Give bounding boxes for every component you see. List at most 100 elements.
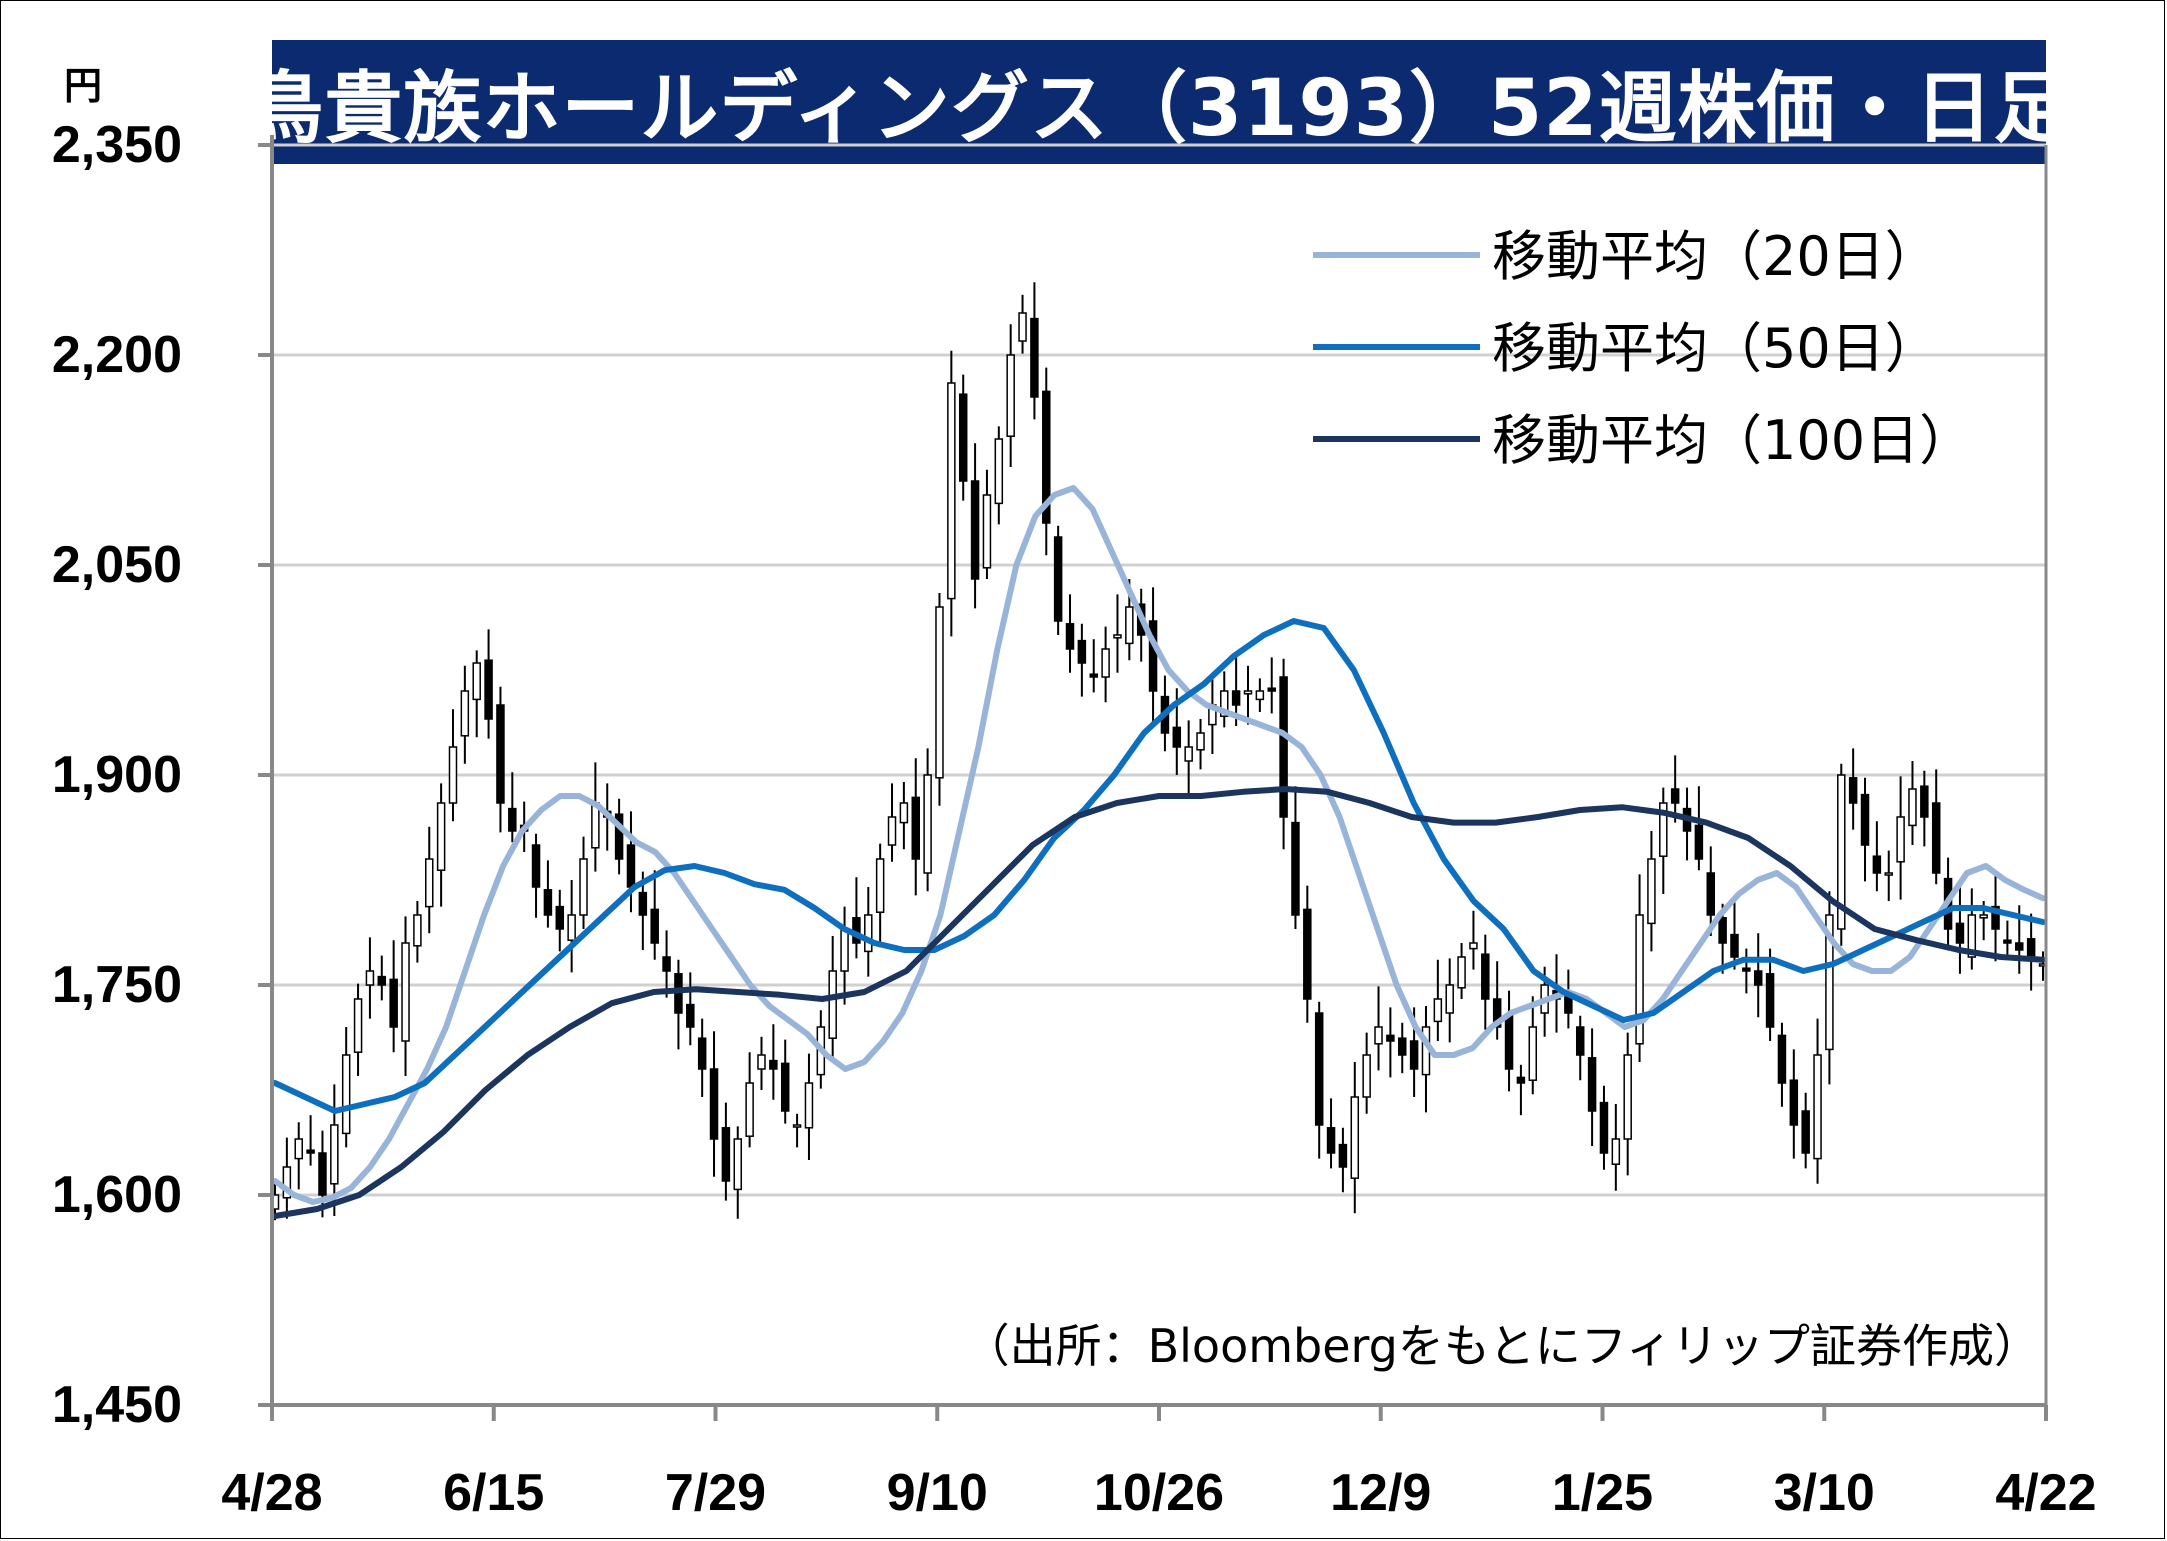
candle-body [804, 1082, 814, 1129]
candle-body [1848, 777, 1858, 804]
candle-body [1469, 942, 1478, 950]
candle-body [1492, 998, 1502, 1028]
y-tick-label: 1,900 [52, 746, 182, 804]
x-tick-label: 4/28 [221, 1464, 322, 1522]
candle-body [1386, 1034, 1395, 1042]
candle-body [1742, 967, 1751, 972]
candle-body [745, 1082, 754, 1137]
candle-body [792, 1124, 802, 1128]
candle-body [401, 942, 410, 1042]
ma-line-1 [272, 485, 2046, 1205]
candle-body [757, 1054, 766, 1070]
candle-body [1018, 312, 1027, 342]
candle-body [733, 1138, 743, 1191]
x-tick-label: 10/26 [1094, 1464, 1224, 1522]
x-tick-label: 9/10 [887, 1464, 988, 1522]
candle-body [413, 914, 422, 947]
candle-body [567, 914, 576, 941]
x-tick-label: 6/15 [443, 1464, 544, 1522]
candle-body [389, 978, 398, 1028]
candle-body [1635, 914, 1644, 1045]
candle-body [282, 1166, 292, 1199]
y-tick-label: 1,450 [52, 1376, 182, 1434]
candle-body [1670, 788, 1680, 804]
candle-body [436, 802, 446, 871]
candle-body [1433, 998, 1443, 1023]
candle-body [1825, 914, 1834, 1051]
candlesticks [270, 282, 2048, 1221]
candle-body [1445, 984, 1454, 1014]
ma-line-2 [272, 618, 2046, 1114]
candle-body [638, 891, 648, 916]
candle-body [947, 382, 956, 600]
candle-body [709, 1068, 719, 1140]
candle-body [2003, 939, 2012, 944]
candle-body [294, 1138, 303, 1160]
candle-body [1575, 1026, 1585, 1056]
candle-body [923, 774, 932, 874]
candle-body [1255, 690, 1265, 701]
candle-body [982, 494, 992, 569]
candle-body [1065, 623, 1075, 650]
x-tick-label: 4/22 [1995, 1464, 2096, 1522]
candle-body [1481, 953, 1490, 1000]
x-tick-label: 12/9 [1330, 1464, 1431, 1522]
candle-body [1326, 1127, 1336, 1154]
candle-body [1184, 746, 1193, 762]
candle-body [1730, 933, 1739, 958]
legend-label: 移動平均（20日） [1492, 225, 1939, 288]
candle-body [614, 813, 624, 860]
x-tick-labels: 4/28 6/15 7/29 9/10 10/26 12/9 1/25 3/10 4/22 [221, 1464, 2096, 1522]
candle-body [1279, 676, 1288, 818]
candle-body [330, 1124, 339, 1185]
candle-body [994, 438, 1004, 505]
candle-body [1089, 673, 1098, 678]
candle-body [591, 802, 600, 849]
y-tick-label: 2,350 [52, 116, 182, 174]
candle-body [1647, 858, 1656, 925]
candle-body [1220, 690, 1229, 717]
candle-body [1350, 1096, 1360, 1179]
candle-body [1101, 648, 1110, 678]
candle-body [1896, 816, 1905, 863]
candle-body [1113, 634, 1122, 639]
y-tick-labels: 2,350 2,200 2,050 1,900 1,750 1,600 1,450 [52, 116, 182, 1434]
x-tick-label: 3/10 [1774, 1464, 1875, 1522]
candle-body [1611, 1138, 1621, 1165]
chart-title: 鳥貴族ホールディングス（3193）52週株価・日足 [245, 64, 2073, 154]
candle-body [1148, 620, 1158, 692]
candle-body [1801, 1110, 1810, 1154]
x-tick-label: 1/25 [1552, 1464, 1653, 1522]
title-banner: 鳥貴族ホールディングス（3193）52週株価・日足 [245, 40, 2072, 164]
candle-body [341, 1054, 351, 1135]
source-note: （出所：Bloombergをもとにフィリップ証券作成） [964, 1319, 2040, 1373]
candle-body [1231, 690, 1241, 706]
axes [258, 135, 2048, 1421]
candle-body [1042, 390, 1051, 524]
candle-body [306, 1149, 315, 1154]
candle-body [425, 858, 434, 908]
candle-body [448, 746, 458, 804]
candle-body [1409, 1040, 1419, 1070]
candle-body [1504, 1015, 1514, 1070]
candle-body [353, 998, 363, 1053]
candle-body [1765, 973, 1775, 1028]
candle-body [1172, 726, 1182, 748]
candle-body [1125, 606, 1134, 645]
candle-body [1991, 905, 2000, 930]
y-axis-unit: 円 [64, 64, 103, 108]
legend-label: 移動平均（50日） [1492, 317, 1939, 380]
candle-body [721, 1127, 731, 1182]
x-tick-label: 7/29 [665, 1464, 766, 1522]
legend-label: 移動平均（100日） [1492, 409, 1973, 472]
candle-body [1955, 922, 1965, 944]
candle-body [769, 1059, 778, 1070]
candle-body [697, 1037, 707, 1070]
candle-body [1243, 690, 1253, 695]
candle-body [1789, 1079, 1799, 1126]
candle-body [377, 975, 387, 986]
candle-body [626, 844, 636, 888]
candle-body [1374, 1026, 1383, 1045]
candle-body [1777, 1034, 1787, 1084]
candle-body [318, 1152, 327, 1196]
